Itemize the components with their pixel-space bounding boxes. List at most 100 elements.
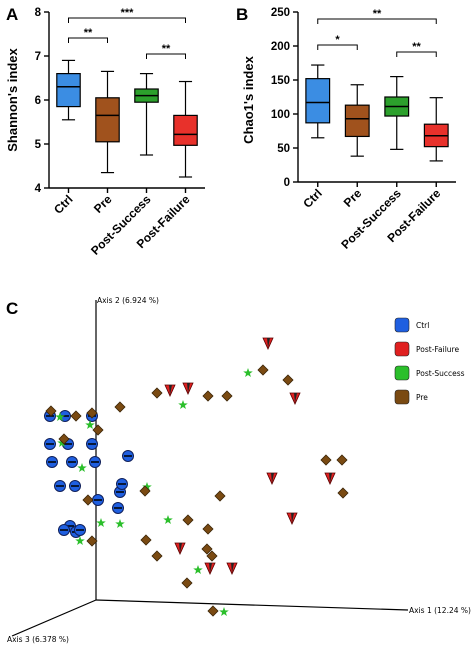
post-failure-point: [226, 562, 238, 575]
post-success-point: [55, 412, 65, 422]
post-failure-marker-shadow: [329, 473, 332, 483]
post-failure-point: [182, 382, 194, 395]
pre-point: [336, 454, 348, 466]
panel-letter-b: B: [236, 5, 248, 24]
post-failure-point: [289, 392, 301, 405]
shannon-significance-bracket: [146, 53, 186, 59]
ctrl-point: [112, 502, 124, 514]
pre-point: [151, 387, 163, 399]
chao1-significance-bracket: [317, 18, 437, 24]
pre-point: [181, 577, 193, 589]
shannon-significance-bracket: [68, 37, 108, 43]
pre-point: [221, 390, 233, 402]
pre-point: [114, 401, 126, 413]
post-success-point: [178, 400, 188, 410]
pre-point: [86, 407, 98, 419]
post-success-point: [75, 536, 85, 546]
post-success-point: [243, 368, 253, 378]
pre-point: [82, 494, 94, 506]
post-failure-point: [266, 472, 278, 485]
pre-point: [257, 364, 269, 376]
pcoa-axis-3-label: Axis 3 (6.378 %): [7, 635, 69, 644]
ctrl-point: [116, 478, 128, 490]
shannon-box-post-failure: [173, 114, 198, 146]
post-success-point: [96, 518, 106, 528]
pre-point: [337, 487, 349, 499]
shannon-y-tick-label: 7: [35, 51, 41, 63]
pre-point: [282, 374, 294, 386]
post-failure-point: [204, 562, 216, 575]
ctrl-point: [44, 438, 56, 450]
pre-point: [140, 534, 152, 546]
ctrl-point: [89, 456, 101, 468]
pre-point: [45, 405, 57, 417]
chao1-box-pre: [344, 104, 370, 138]
post-failure-point: [286, 512, 298, 525]
post-failure-marker-shadow: [271, 473, 274, 483]
shannon-box-ctrl: [56, 72, 81, 108]
pcoa-axis-1-line: [95, 599, 409, 611]
post-failure-marker-shadow: [187, 383, 190, 393]
shannon-significance-bracket: [68, 17, 186, 23]
post-success-point: [219, 607, 229, 617]
ctrl-point: [58, 524, 70, 536]
pcoa-axis-2-label: Axis 2 (6.924 %): [97, 296, 159, 305]
post-success-point: [193, 565, 203, 575]
shannon-significance-label: **: [84, 27, 93, 39]
shannon-significance-label: **: [162, 43, 171, 55]
legend-label: Pre: [416, 393, 428, 402]
post-success-point: [85, 420, 95, 430]
legend-swatch-pre: [394, 389, 410, 405]
chao1-category-label: Ctrl: [300, 186, 325, 211]
post-failure-marker-shadow: [294, 393, 297, 403]
post-success-point: [77, 463, 87, 473]
pcoa-axis-3-line: [11, 599, 97, 637]
pre-point: [201, 543, 213, 555]
chao1-significance-label: *: [335, 34, 340, 46]
pcoa-legend: Ctrl Post-Failure Post-Success Pre: [394, 317, 465, 405]
pre-point: [320, 454, 332, 466]
shannon-y-tick-label: 6: [35, 95, 41, 107]
pre-point: [151, 550, 163, 562]
shannon-category-label: Pre: [91, 192, 115, 216]
chao1-box-ctrl: [305, 78, 331, 124]
ctrl-point: [69, 480, 81, 492]
post-failure-marker-shadow: [209, 563, 212, 573]
panel-letter-a: A: [6, 5, 18, 24]
post-failure-marker-shadow: [169, 385, 172, 395]
ctrl-point: [92, 494, 104, 506]
chao1-significance-bracket: [317, 44, 358, 50]
pre-point: [58, 433, 70, 445]
legend-label: Post-Failure: [416, 345, 459, 354]
shannon-box-pre: [95, 97, 120, 143]
pre-point: [206, 550, 218, 562]
legend-swatch-ctrl: [394, 317, 410, 333]
pre-point: [202, 390, 214, 402]
chao1-y-tick-label: 150: [271, 75, 290, 87]
ctrl-point: [86, 438, 98, 450]
ctrl-point: [46, 456, 58, 468]
chao1-y-tick-label: 0: [284, 177, 290, 189]
pre-point: [92, 424, 104, 436]
pre-point: [182, 514, 194, 526]
chao1-y-tick-label: 250: [271, 7, 290, 19]
ctrl-point: [74, 524, 86, 536]
post-success-point: [163, 515, 173, 525]
legend-label: Ctrl: [416, 321, 429, 330]
ctrl-point: [54, 480, 66, 492]
shannon-category-label: Ctrl: [51, 192, 76, 217]
chao1-y-tick-label: 50: [277, 143, 290, 155]
panel-letter-c: C: [6, 299, 18, 318]
chao1-significance-bracket: [396, 51, 437, 57]
post-failure-marker-shadow: [291, 513, 294, 523]
chao1-significance-label: **: [412, 41, 421, 53]
pcoa-axis-1-label: Axis 1 (12.24 %): [409, 606, 471, 615]
shannon-y-tick-label: 5: [35, 139, 42, 151]
ctrl-point: [122, 450, 134, 462]
post-success-point: [115, 519, 125, 529]
legend-label: Post-Success: [416, 369, 465, 378]
shannon-y-axis-title: Shannon's index: [5, 47, 20, 151]
post-failure-marker-shadow: [179, 543, 182, 553]
post-success-point: [142, 482, 152, 492]
